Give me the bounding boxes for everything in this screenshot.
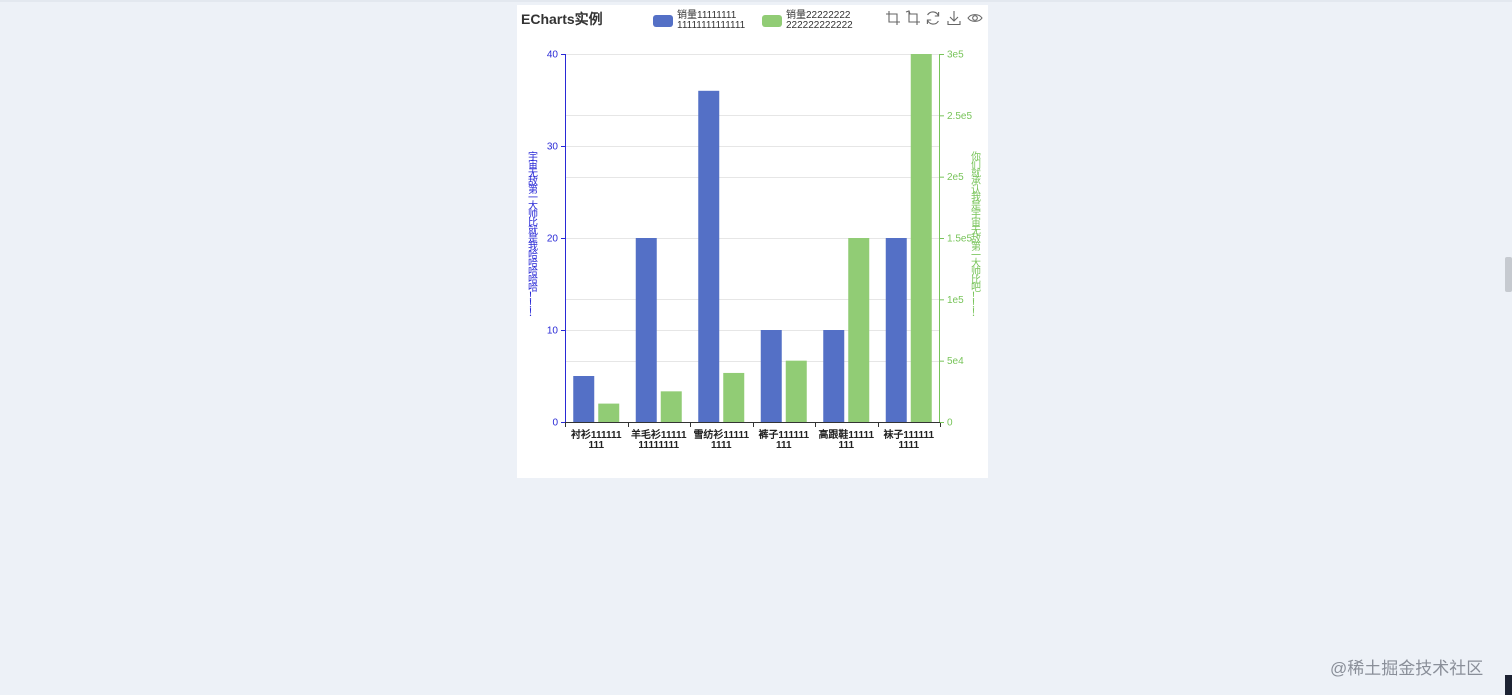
x-tick-label: 高跟鞋11111 bbox=[818, 428, 874, 441]
x-tick-label: 11111111 bbox=[638, 440, 679, 451]
legend-label-series-2: 销量22222222 222222222222 bbox=[786, 10, 853, 31]
legend-swatch-series-1 bbox=[653, 15, 673, 27]
zoom-select-icon[interactable] bbox=[885, 10, 901, 26]
chart-canvas: 0 10 20 30 40 0 5e4 1e5 1.5e5 2e5 2.5e5 3e5 衬衫111111… bbox=[528, 50, 981, 452]
x-tick-label: 1111 bbox=[711, 440, 732, 451]
bar-series-1[interactable] bbox=[635, 238, 657, 422]
bar-series-2[interactable] bbox=[910, 54, 932, 422]
y-right-tick-label: 1.5e5 bbox=[947, 234, 972, 245]
bar-series-1[interactable] bbox=[698, 90, 720, 423]
x-tick-label: 衬衫111111 bbox=[571, 428, 622, 441]
bar-series-1[interactable] bbox=[885, 238, 907, 422]
y-left-tick-label: 10 bbox=[547, 326, 559, 337]
y-left-tick-label: 30 bbox=[547, 142, 559, 153]
y-right-tick-label: 3e5 bbox=[947, 50, 964, 61]
y-axis-left-title: 宇宙无敌第一大帅比就是我哈哈哈哈哈！！！ bbox=[528, 150, 538, 319]
y-right-tick-label: 5e4 bbox=[947, 356, 964, 367]
bar-series-2[interactable] bbox=[785, 360, 807, 422]
y-axis-right-title: 你们就承认我是宇宙无敌第一大帅比吧！！！ bbox=[971, 150, 981, 319]
data-view-icon[interactable] bbox=[967, 10, 983, 26]
bar-series-1[interactable] bbox=[573, 376, 595, 422]
y-left-tick-label: 20 bbox=[547, 234, 559, 245]
chart-title: ECharts实例 bbox=[521, 11, 603, 27]
legend-label-series-1: 销量11111111 11111111111111 bbox=[677, 10, 746, 31]
bar-series-2[interactable] bbox=[660, 391, 682, 422]
y-right-tick-label: 2.5e5 bbox=[947, 111, 972, 122]
x-tick-label: 111 bbox=[776, 440, 792, 451]
x-tick-label: 111 bbox=[838, 440, 854, 451]
legend-swatch-series-2 bbox=[762, 15, 782, 27]
bar-series-2[interactable] bbox=[848, 238, 870, 422]
x-tick-label: 雪纺衫11111 bbox=[693, 428, 749, 441]
x-tick-label: 羊毛衫11111 bbox=[631, 428, 687, 441]
zoom-reset-icon[interactable] bbox=[905, 10, 921, 26]
y-right-tick-label: 0 bbox=[947, 418, 953, 429]
x-tick-label: 1111 bbox=[898, 440, 919, 451]
chart-container: 0 10 20 30 40 0 5e4 1e5 1.5e5 2e5 2.5e5 3e5 衬衫111111… bbox=[517, 5, 988, 478]
y-left-tick-label: 40 bbox=[547, 50, 559, 61]
page-scrollbar-thumb[interactable] bbox=[1505, 257, 1512, 292]
bar-series-1[interactable] bbox=[823, 330, 845, 422]
corner-widget bbox=[1505, 675, 1512, 695]
y-right-tick-label: 2e5 bbox=[947, 172, 964, 183]
watermark-text: @稀土掘金技术社区 bbox=[1330, 659, 1484, 678]
y-right-tick-label: 1e5 bbox=[947, 295, 964, 306]
y-left-tick-label: 0 bbox=[552, 418, 558, 429]
save-image-icon[interactable] bbox=[946, 10, 962, 26]
bar-series-1[interactable] bbox=[760, 330, 782, 422]
bar-series-2[interactable] bbox=[723, 372, 745, 422]
bar-series-2[interactable] bbox=[598, 403, 620, 422]
page-top-border bbox=[0, 0, 1512, 2]
restore-icon[interactable] bbox=[925, 10, 941, 26]
x-tick-label: 111 bbox=[588, 440, 604, 451]
x-tick-label: 裤子111111 bbox=[758, 428, 809, 441]
x-tick-label: 袜子111111 bbox=[882, 428, 934, 441]
